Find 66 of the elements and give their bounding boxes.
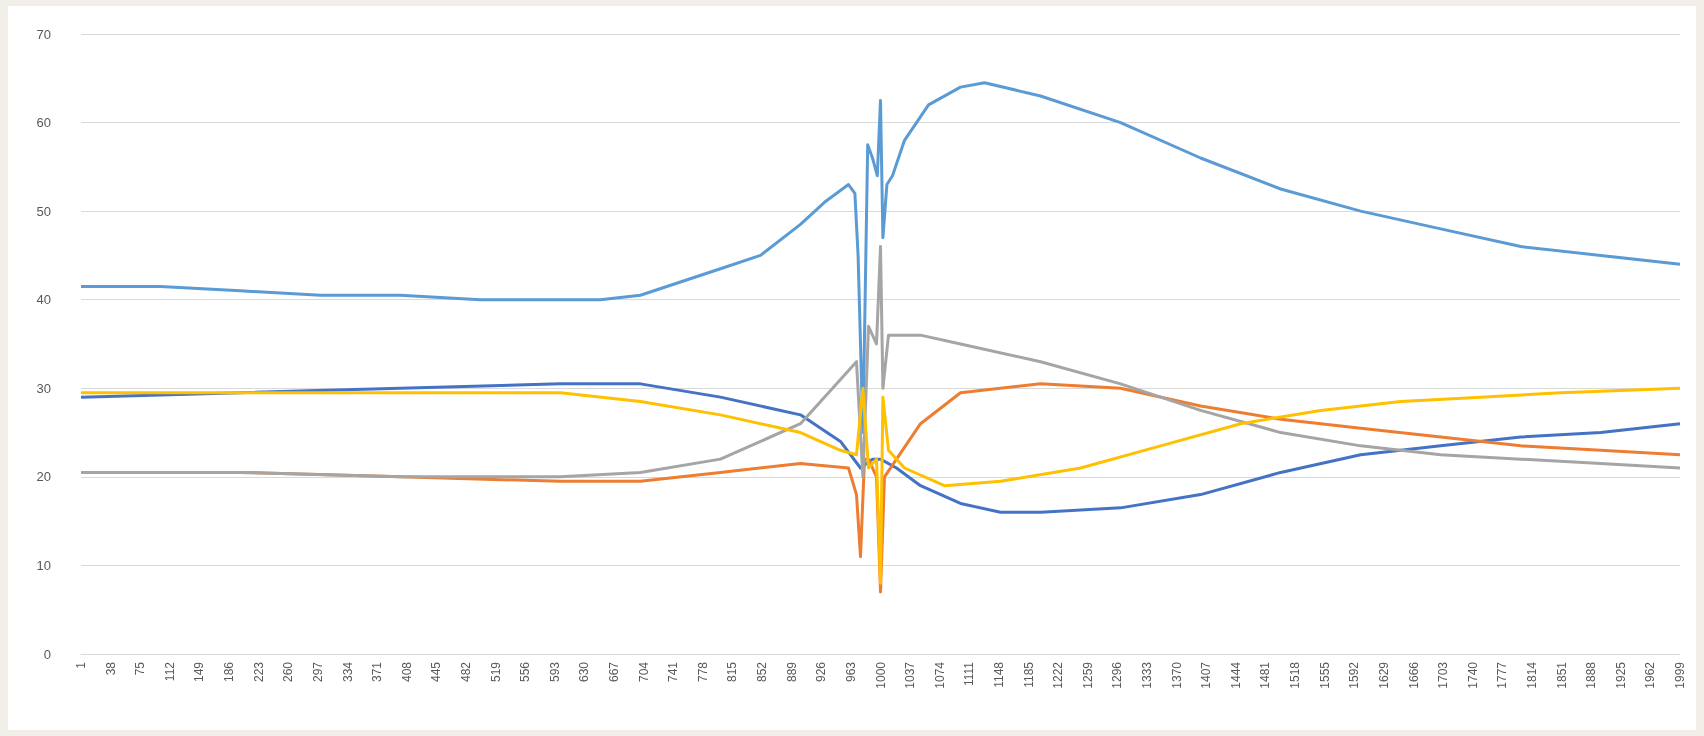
x-tick-label: 519 (488, 661, 503, 683)
x-tick-label: 1 (74, 661, 88, 669)
x-tick-label: 149 (192, 661, 207, 683)
line-series (79, 245, 1682, 479)
x-tick-label: 593 (547, 661, 562, 683)
x-tick-label: 112 (162, 661, 177, 682)
x-tick-label: 1999 (1673, 661, 1687, 689)
x-tick-label: 371 (370, 661, 385, 683)
x-tick-label: 667 (607, 661, 621, 683)
x-tick-label: 1000 (873, 661, 888, 689)
x-tick-label: 260 (281, 661, 296, 683)
y-tick-label: 0 (43, 646, 51, 662)
x-tick-label: 38 (103, 661, 118, 676)
x-tick-label: 852 (755, 661, 770, 683)
x-tick-label: 1703 (1436, 661, 1451, 689)
x-tick-label: 556 (518, 661, 533, 683)
y-tick-label: 60 (36, 115, 51, 131)
x-tick-label: 1592 (1347, 661, 1362, 689)
x-tick-label: 1222 (1051, 661, 1066, 689)
x-tick-label: 1888 (1584, 661, 1599, 689)
x-tick-label: 1185 (1021, 661, 1036, 688)
x-tick-label: 297 (310, 661, 325, 683)
y-tick-label: 70 (36, 26, 51, 42)
x-tick-label: 1481 (1258, 661, 1273, 689)
x-tick-label: 1814 (1524, 661, 1539, 689)
x-tick-label: 1518 (1288, 661, 1303, 689)
x-tick-label: 1629 (1376, 661, 1391, 689)
x-tick-label: 1074 (932, 661, 947, 689)
x-tick-label: 1037 (903, 661, 918, 689)
x-tick-label: 926 (814, 661, 829, 683)
x-tick-label: 1259 (1080, 661, 1095, 689)
x-tick-label: 741 (666, 661, 681, 683)
x-tick-label: 963 (843, 661, 858, 683)
x-tick-label: 1370 (1169, 661, 1184, 689)
x-tick-label: 1740 (1465, 661, 1480, 689)
x-tick-label: 704 (636, 661, 651, 683)
y-tick-label: 40 (36, 292, 51, 308)
line-series (79, 382, 1682, 514)
x-tick-label: 889 (784, 661, 799, 683)
y-tick-label: 50 (36, 203, 51, 219)
x-tick-label: 1962 (1643, 661, 1658, 689)
x-tick-label: 1925 (1613, 661, 1628, 689)
x-tick-label: 186 (222, 661, 237, 683)
x-tick-label: 445 (429, 661, 444, 683)
x-tick-label: 815 (725, 661, 740, 683)
x-tick-label: 334 (340, 661, 355, 683)
x-tick-label: 630 (577, 661, 592, 683)
x-tick-label: 1444 (1228, 661, 1243, 689)
x-tick-label: 1148 (991, 661, 1006, 688)
x-tick-label: 1666 (1406, 661, 1421, 689)
x-tick-label: 778 (695, 661, 710, 683)
x-tick-label: 1851 (1554, 661, 1569, 689)
y-tick-label: 20 (36, 469, 51, 485)
x-tick-label: 1555 (1317, 661, 1332, 689)
x-tick-label: 1296 (1110, 661, 1125, 689)
y-tick-label: 10 (36, 557, 51, 573)
line-series (79, 81, 1682, 435)
x-tick-label: 75 (133, 661, 148, 676)
x-tick-label: 1777 (1495, 661, 1510, 689)
x-tick-label: 223 (251, 661, 266, 683)
x-tick-label: 1407 (1199, 661, 1214, 689)
x-tick-label: 1111 (962, 661, 977, 687)
y-tick-label: 30 (36, 380, 51, 396)
x-tick-label: 1333 (1140, 661, 1154, 689)
x-tick-label: 482 (458, 661, 473, 683)
x-tick-label: 408 (399, 661, 414, 683)
